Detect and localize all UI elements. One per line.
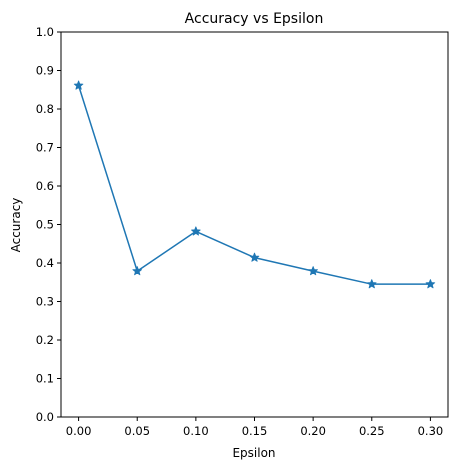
x-tick-label: 0.00 <box>66 424 92 438</box>
data-point-star <box>425 279 436 289</box>
y-tick-label: 1.0 <box>36 25 54 39</box>
y-tick-label: 0.4 <box>36 256 54 270</box>
y-axis-label: Accuracy <box>9 198 23 253</box>
x-axis: 0.00 0.05 0.10 0.15 0.20 0.25 0.30 <box>66 417 443 438</box>
x-tick-label: 0.10 <box>183 424 209 438</box>
data-point-star <box>191 226 201 236</box>
x-axis-label: Epsilon <box>232 446 275 460</box>
x-tick-label: 0.20 <box>300 424 326 438</box>
chart-title: Accuracy vs Epsilon <box>185 11 324 27</box>
y-tick-label: 0.9 <box>36 64 54 78</box>
x-tick-label: 0.15 <box>242 424 268 438</box>
y-tick-label: 0.3 <box>36 295 54 309</box>
y-tick-label: 0.7 <box>36 141 54 155</box>
plot-area: 0.00 0.05 0.10 0.15 0.20 0.25 0.30 0.00.10.20.… <box>36 25 449 438</box>
data-point-star <box>308 266 318 276</box>
series-layer <box>73 80 436 289</box>
y-axis: 0.0 0.1 0.2 0.3 0.4 0.5 0.6 0.7 0.8 0.9 1.0 <box>36 25 61 424</box>
data-point-star <box>132 266 142 276</box>
y-tick-label: 0.2 <box>36 333 54 347</box>
plot-frame <box>60 31 449 418</box>
y-tick-label: 0.6 <box>36 179 54 193</box>
x-tick-label: 0.30 <box>418 424 444 438</box>
data-point-star <box>73 80 84 90</box>
data-point-star <box>249 252 260 262</box>
y-tick-label: 0.1 <box>36 372 54 386</box>
x-tick-label: 0.25 <box>359 424 385 438</box>
y-tick-label: 0.5 <box>36 218 54 232</box>
data-point-star <box>367 279 377 289</box>
y-tick-label: 0.8 <box>36 102 54 116</box>
y-tick-label: 0.0 <box>36 410 54 424</box>
x-tick-label: 0.05 <box>124 424 150 438</box>
